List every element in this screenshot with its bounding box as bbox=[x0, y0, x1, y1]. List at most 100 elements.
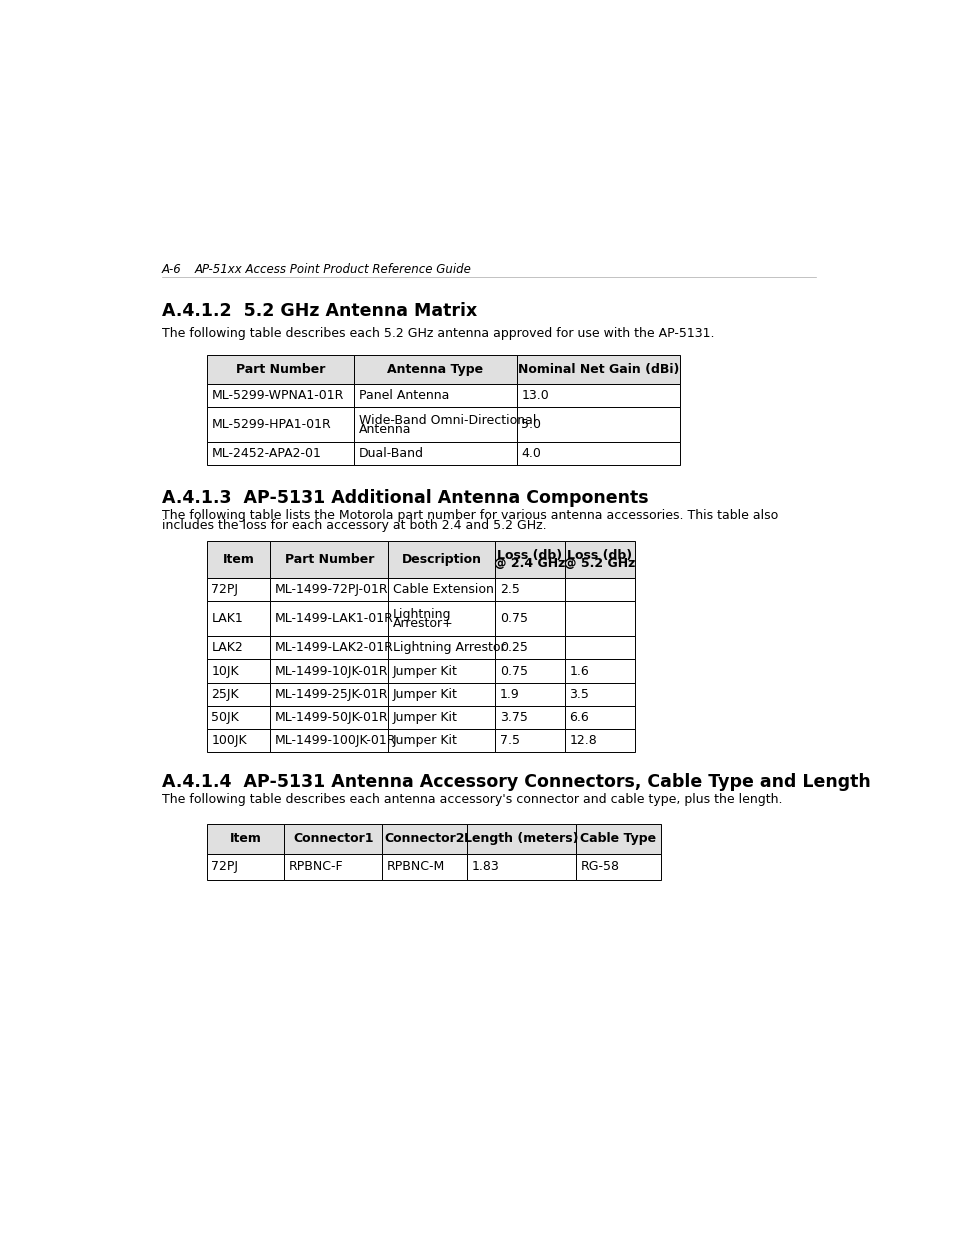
Bar bbox=[495, 541, 564, 578]
Bar bbox=[207, 824, 284, 853]
Text: @ 2.4 GHz: @ 2.4 GHz bbox=[494, 557, 565, 571]
Text: 13.0: 13.0 bbox=[521, 389, 549, 401]
Bar bbox=[564, 601, 634, 636]
Text: ML-1499-25JK-01R: ML-1499-25JK-01R bbox=[274, 688, 388, 700]
Bar bbox=[381, 824, 467, 853]
Bar bbox=[207, 406, 354, 442]
Text: 3.75: 3.75 bbox=[499, 710, 527, 724]
Bar bbox=[564, 578, 634, 601]
Bar bbox=[354, 442, 517, 466]
Text: 100JK: 100JK bbox=[212, 734, 247, 747]
Text: The following table lists the Motorola part number for various antenna accessori: The following table lists the Motorola p… bbox=[162, 509, 778, 521]
Text: Jumper Kit: Jumper Kit bbox=[393, 734, 457, 747]
Bar bbox=[270, 541, 388, 578]
Text: A.4.1.2  5.2 GHz Antenna Matrix: A.4.1.2 5.2 GHz Antenna Matrix bbox=[162, 303, 476, 320]
Text: 10JK: 10JK bbox=[212, 664, 239, 678]
Text: Loss (db): Loss (db) bbox=[497, 548, 562, 562]
Text: A-6: A-6 bbox=[162, 263, 181, 277]
Text: @ 5.2 GHz: @ 5.2 GHz bbox=[563, 557, 635, 571]
Bar bbox=[270, 705, 388, 729]
Text: Jumper Kit: Jumper Kit bbox=[393, 710, 457, 724]
Text: Panel Antenna: Panel Antenna bbox=[358, 389, 449, 401]
Text: 2.5: 2.5 bbox=[499, 583, 519, 597]
Bar bbox=[467, 853, 575, 879]
Text: ML-5299-WPNA1-01R: ML-5299-WPNA1-01R bbox=[212, 389, 343, 401]
Bar bbox=[388, 601, 495, 636]
Text: Item: Item bbox=[230, 832, 261, 846]
Text: ML-1499-10JK-01R: ML-1499-10JK-01R bbox=[274, 664, 388, 678]
Bar bbox=[207, 578, 270, 601]
Bar bbox=[270, 659, 388, 683]
Bar bbox=[207, 384, 354, 406]
Bar bbox=[517, 384, 679, 406]
Bar bbox=[564, 659, 634, 683]
Text: 6.6: 6.6 bbox=[569, 710, 589, 724]
Bar bbox=[388, 705, 495, 729]
Text: Description: Description bbox=[401, 553, 481, 566]
Bar bbox=[564, 636, 634, 659]
Text: 50JK: 50JK bbox=[212, 710, 239, 724]
Bar bbox=[388, 636, 495, 659]
Bar bbox=[495, 683, 564, 705]
Text: 72PJ: 72PJ bbox=[212, 583, 238, 597]
Text: The following table describes each 5.2 GHz antenna approved for use with the AP-: The following table describes each 5.2 G… bbox=[162, 327, 714, 340]
Bar bbox=[270, 683, 388, 705]
Bar bbox=[284, 853, 381, 879]
Bar bbox=[495, 578, 564, 601]
Text: Cable Type: Cable Type bbox=[579, 832, 656, 846]
Text: ML-1499-100JK-01R: ML-1499-100JK-01R bbox=[274, 734, 396, 747]
Text: Connector2: Connector2 bbox=[384, 832, 464, 846]
Text: Length (meters): Length (meters) bbox=[464, 832, 578, 846]
Bar bbox=[388, 541, 495, 578]
Bar bbox=[207, 853, 284, 879]
Text: ML-1499-72PJ-01R: ML-1499-72PJ-01R bbox=[274, 583, 388, 597]
Bar bbox=[270, 601, 388, 636]
Bar bbox=[517, 406, 679, 442]
Text: Wide-Band Omni-Directional: Wide-Band Omni-Directional bbox=[358, 414, 536, 426]
Text: Part Number: Part Number bbox=[235, 363, 325, 375]
Text: Jumper Kit: Jumper Kit bbox=[393, 688, 457, 700]
Bar bbox=[207, 442, 354, 466]
Bar bbox=[388, 729, 495, 752]
Bar bbox=[207, 705, 270, 729]
Bar bbox=[207, 636, 270, 659]
Text: 72PJ: 72PJ bbox=[212, 860, 238, 873]
Text: ML-1499-50JK-01R: ML-1499-50JK-01R bbox=[274, 710, 388, 724]
Text: RPBNC-F: RPBNC-F bbox=[289, 860, 343, 873]
Text: A.4.1.4  AP-5131 Antenna Accessory Connectors, Cable Type and Length: A.4.1.4 AP-5131 Antenna Accessory Connec… bbox=[162, 773, 870, 792]
Text: Lightning Arrestor: Lightning Arrestor bbox=[393, 641, 505, 655]
Text: 1.6: 1.6 bbox=[569, 664, 589, 678]
Bar bbox=[207, 541, 270, 578]
Bar bbox=[517, 442, 679, 466]
Bar bbox=[495, 659, 564, 683]
Text: Cable Extension: Cable Extension bbox=[393, 583, 494, 597]
Bar bbox=[207, 354, 354, 384]
Bar bbox=[354, 384, 517, 406]
Bar bbox=[270, 578, 388, 601]
Text: 3.5: 3.5 bbox=[569, 688, 589, 700]
Bar bbox=[517, 354, 679, 384]
Bar bbox=[207, 729, 270, 752]
Text: Nominal Net Gain (dBi): Nominal Net Gain (dBi) bbox=[517, 363, 679, 375]
Text: AP-51xx Access Point Product Reference Guide: AP-51xx Access Point Product Reference G… bbox=[194, 263, 471, 277]
Bar bbox=[575, 853, 660, 879]
Text: Jumper Kit: Jumper Kit bbox=[393, 664, 457, 678]
Bar bbox=[564, 683, 634, 705]
Bar bbox=[575, 824, 660, 853]
Bar bbox=[564, 705, 634, 729]
Text: The following table describes each antenna accessory's connector and cable type,: The following table describes each anten… bbox=[162, 793, 781, 806]
Bar bbox=[207, 601, 270, 636]
Text: LAK2: LAK2 bbox=[212, 641, 243, 655]
Text: ML-5299-HPA1-01R: ML-5299-HPA1-01R bbox=[212, 419, 331, 431]
Text: Antenna: Antenna bbox=[358, 422, 411, 436]
Text: includes the loss for each accessory at both 2.4 and 5.2 GHz.: includes the loss for each accessory at … bbox=[162, 520, 546, 532]
Text: ML-2452-APA2-01: ML-2452-APA2-01 bbox=[212, 447, 321, 461]
Text: 25JK: 25JK bbox=[212, 688, 239, 700]
Text: Connector1: Connector1 bbox=[293, 832, 373, 846]
Text: Loss (db): Loss (db) bbox=[567, 548, 632, 562]
Text: RG-58: RG-58 bbox=[579, 860, 618, 873]
Bar bbox=[495, 636, 564, 659]
Text: RPBNC-M: RPBNC-M bbox=[386, 860, 444, 873]
Text: LAK1: LAK1 bbox=[212, 613, 243, 625]
Text: 0.75: 0.75 bbox=[499, 613, 527, 625]
